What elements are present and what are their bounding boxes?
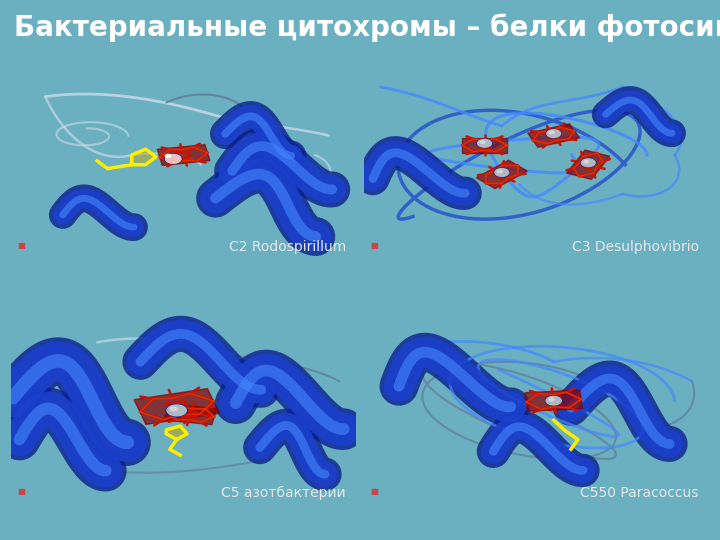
Circle shape — [165, 154, 181, 164]
Circle shape — [546, 396, 562, 405]
Circle shape — [495, 168, 509, 177]
Text: ■: ■ — [18, 241, 26, 250]
Text: C3 Desulphovibrio: C3 Desulphovibrio — [572, 240, 699, 254]
Circle shape — [167, 405, 186, 416]
Circle shape — [549, 398, 554, 401]
Text: C5 азотбактерии: C5 азотбактерии — [221, 486, 346, 500]
Polygon shape — [164, 404, 217, 424]
Circle shape — [168, 156, 174, 159]
Circle shape — [166, 154, 181, 163]
Text: C2 Rodospirillum: C2 Rodospirillum — [229, 240, 346, 254]
Circle shape — [545, 396, 562, 406]
Polygon shape — [157, 145, 210, 165]
Polygon shape — [525, 390, 582, 411]
Circle shape — [549, 131, 554, 134]
Polygon shape — [567, 150, 610, 179]
Circle shape — [498, 170, 502, 173]
Text: Бактериальные цитохромы – белки фотосинтеза: Бактериальные цитохромы – белки фотосинт… — [14, 14, 720, 42]
Polygon shape — [134, 389, 220, 424]
Polygon shape — [132, 149, 156, 165]
Polygon shape — [166, 426, 187, 440]
Polygon shape — [462, 138, 507, 153]
Circle shape — [171, 407, 177, 411]
Circle shape — [166, 154, 181, 163]
Circle shape — [581, 159, 595, 167]
Circle shape — [546, 130, 561, 138]
Circle shape — [477, 139, 492, 147]
Polygon shape — [477, 160, 527, 188]
Circle shape — [546, 129, 562, 138]
Circle shape — [480, 141, 485, 144]
Text: ■: ■ — [18, 487, 26, 496]
Text: ■: ■ — [371, 487, 379, 496]
Circle shape — [584, 160, 588, 163]
Circle shape — [580, 158, 596, 167]
Text: C550 Paracoccus: C550 Paracoccus — [580, 486, 699, 500]
Circle shape — [166, 154, 171, 158]
Circle shape — [477, 139, 492, 147]
Circle shape — [494, 168, 510, 177]
Text: ■: ■ — [371, 241, 379, 250]
Polygon shape — [528, 124, 580, 147]
Circle shape — [166, 404, 187, 416]
